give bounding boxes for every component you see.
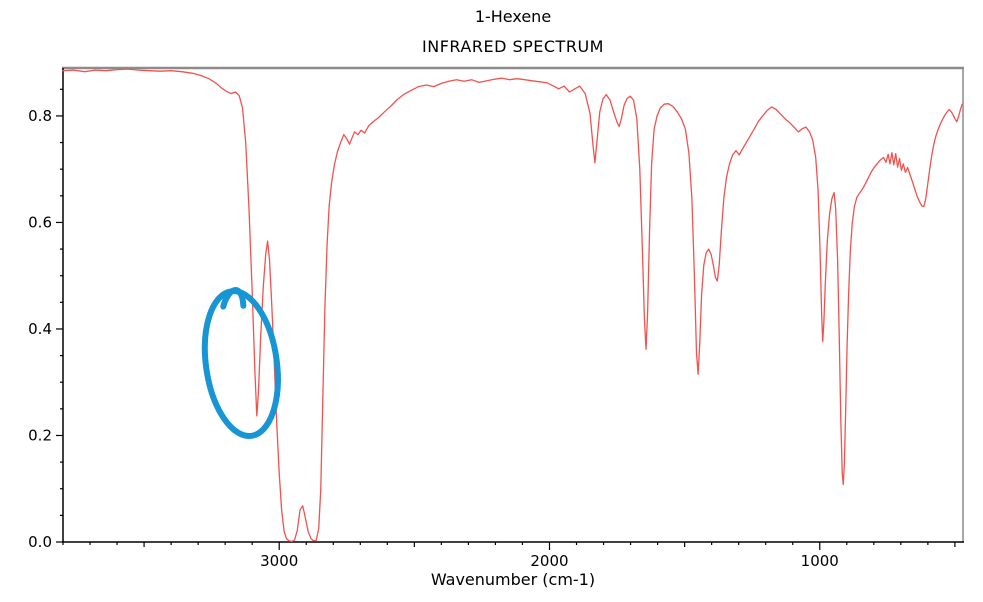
chart-subtitle: INFRARED SPECTRUM	[422, 37, 604, 56]
x-axis-label: Wavenumber (cm-1)	[430, 570, 596, 589]
y-tick-label: 0.4	[28, 320, 52, 338]
spectrum-line	[62, 68, 963, 543]
y-tick-label: 0.8	[28, 107, 52, 125]
y-tick-label: 0.6	[28, 213, 52, 231]
x-tick-label: 1000	[801, 552, 839, 570]
annotation-circle-group	[201, 287, 281, 440]
annotation-circle-tail	[220, 287, 247, 310]
chart-titles: 1-Hexene INFRARED SPECTRUM	[63, 6, 963, 57]
y-tick-label: 0.2	[28, 426, 52, 444]
chart-title: 1-Hexene	[474, 7, 552, 26]
x-tick-label: 3000	[260, 552, 298, 570]
annotation-circle	[201, 288, 281, 440]
y-tick-label: 0.0	[28, 533, 52, 551]
x-tick-label: 2000	[530, 552, 568, 570]
